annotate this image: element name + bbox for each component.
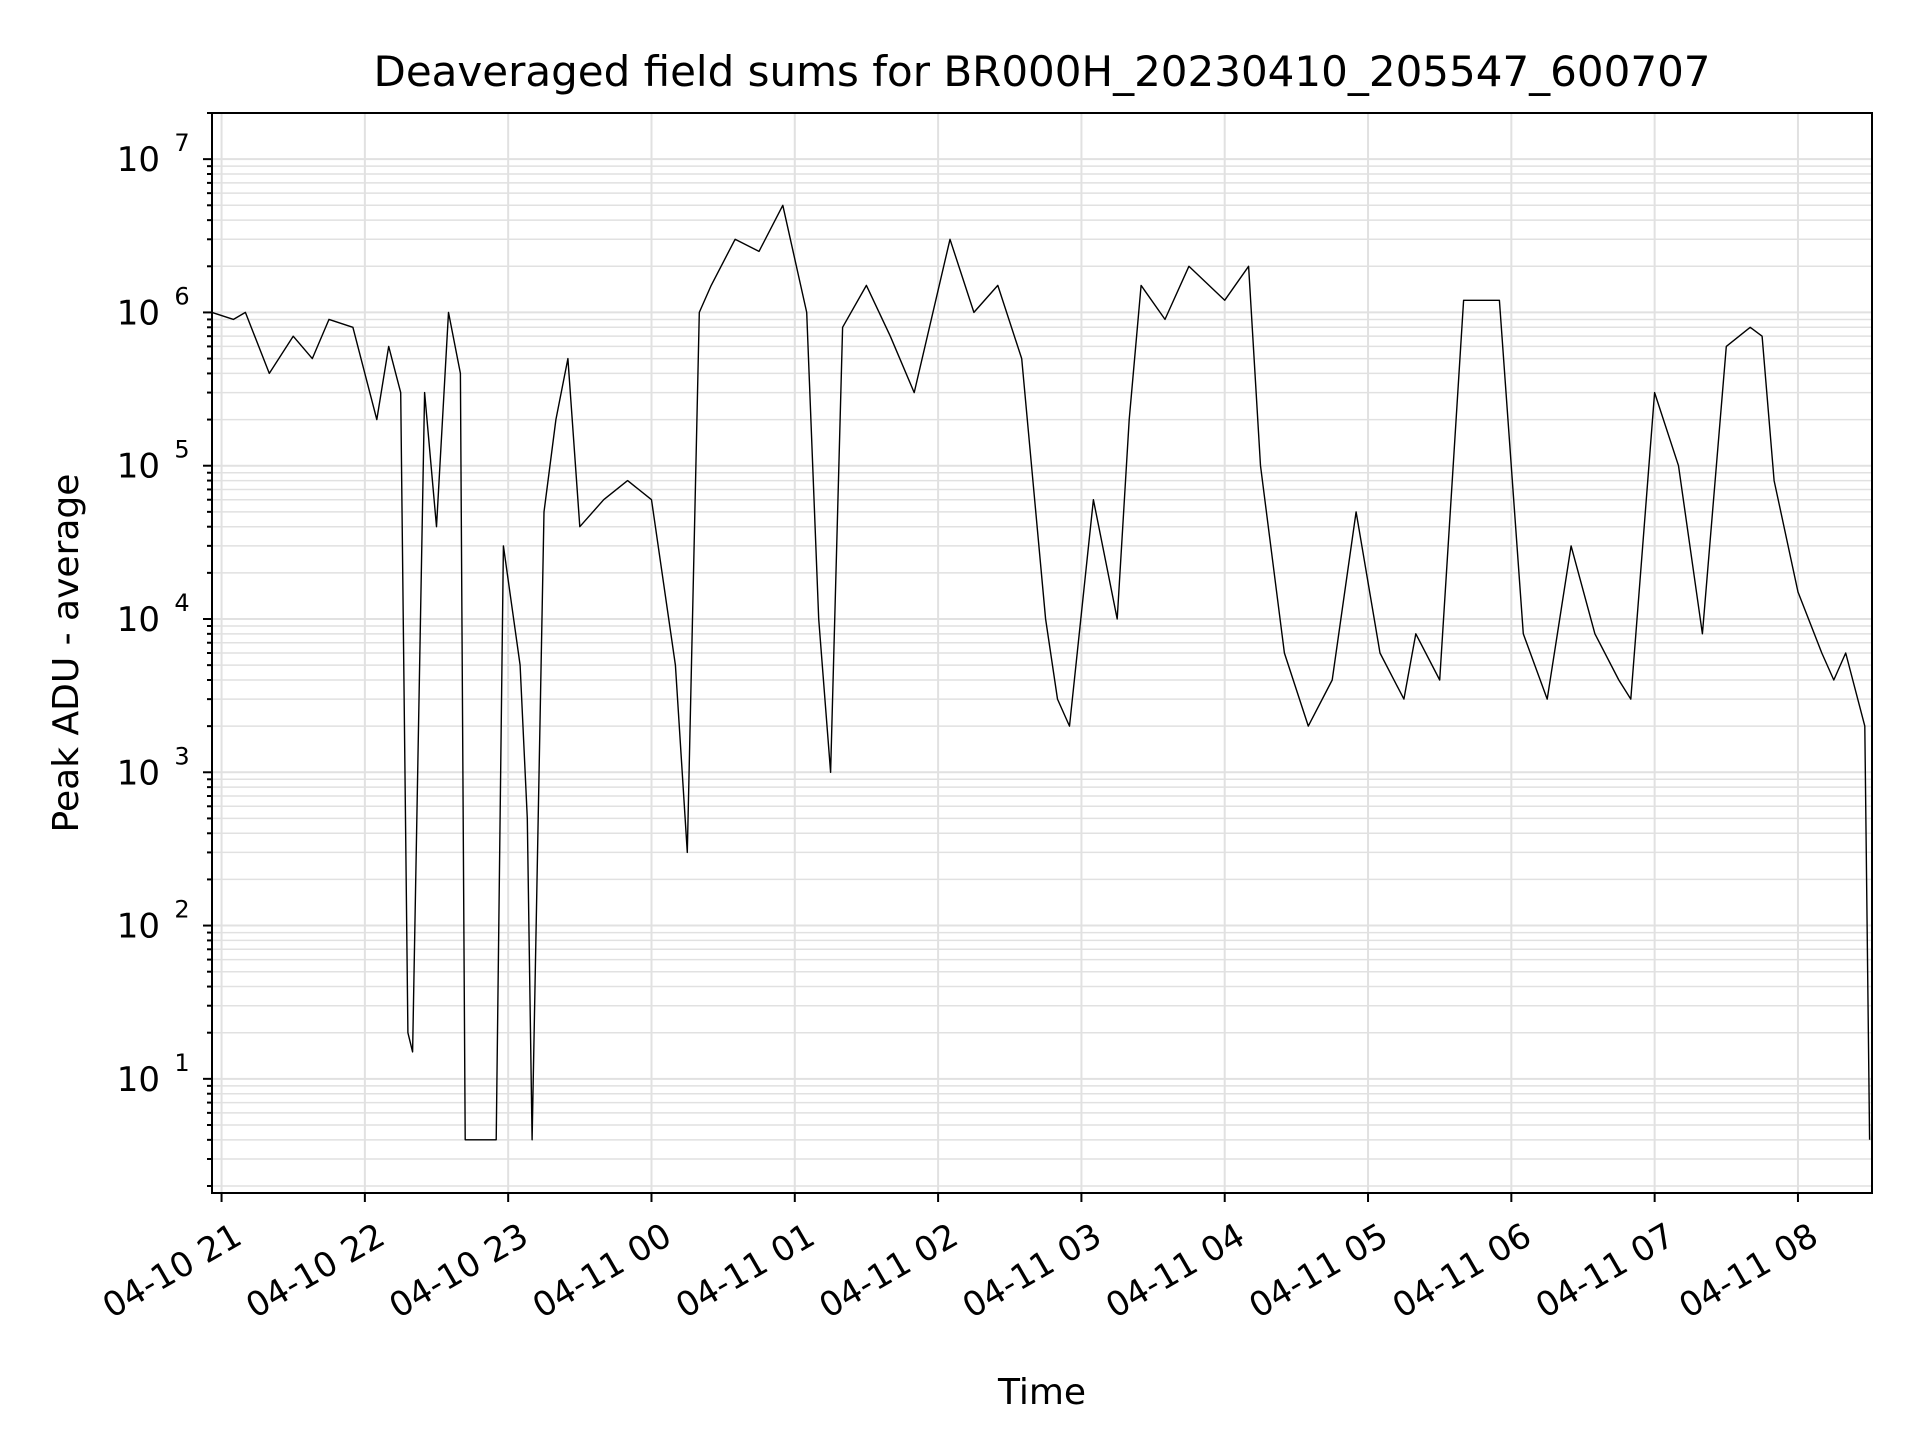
data-series-line (211, 204, 1871, 1141)
x-tick-label: 04-11 02 (813, 1216, 965, 1327)
y-tick-label: 10 (117, 293, 160, 333)
y-tick-label: 10 (117, 907, 160, 947)
series-layer (211, 204, 1871, 1141)
x-tick-label: 04-11 01 (669, 1216, 821, 1327)
y-tick-label: 10 (117, 447, 160, 487)
y-tick-label: 10 (117, 753, 160, 793)
y-tick-exponent: 4 (174, 589, 189, 617)
x-tick-label: 04-10 22 (239, 1216, 391, 1327)
y-tick-label: 10 (117, 1060, 160, 1100)
x-tick-label: 04-11 05 (1243, 1216, 1395, 1327)
grid-lines (212, 112, 1872, 1193)
x-tick-label: 04-11 03 (956, 1216, 1108, 1327)
y-tick-exponent: 6 (174, 282, 189, 310)
y-tick-exponent: 2 (174, 896, 189, 924)
x-tick-label: 04-10 23 (383, 1216, 535, 1327)
x-tick-label: 04-11 00 (526, 1216, 678, 1327)
y-tick-exponent: 5 (174, 436, 189, 464)
x-tick-label: 04-10 21 (96, 1216, 248, 1327)
x-tick-label: 04-11 07 (1529, 1216, 1681, 1327)
x-axis-label: Time (997, 1372, 1086, 1413)
x-tick-label: 04-11 04 (1099, 1216, 1251, 1327)
y-tick-exponent: 7 (174, 129, 189, 157)
y-tick-exponent: 3 (174, 742, 189, 770)
y-tick-label: 10 (117, 140, 160, 180)
x-tick-label: 04-11 08 (1672, 1216, 1824, 1327)
y-axis-label: Peak ADU - average (46, 474, 87, 833)
y-tick-label: 10 (117, 600, 160, 640)
y-tick-exponent: 1 (174, 1049, 189, 1077)
x-tick-label: 04-11 06 (1386, 1216, 1538, 1327)
chart-title: Deaveraged field sums for BR000H_2023041… (373, 47, 1710, 96)
